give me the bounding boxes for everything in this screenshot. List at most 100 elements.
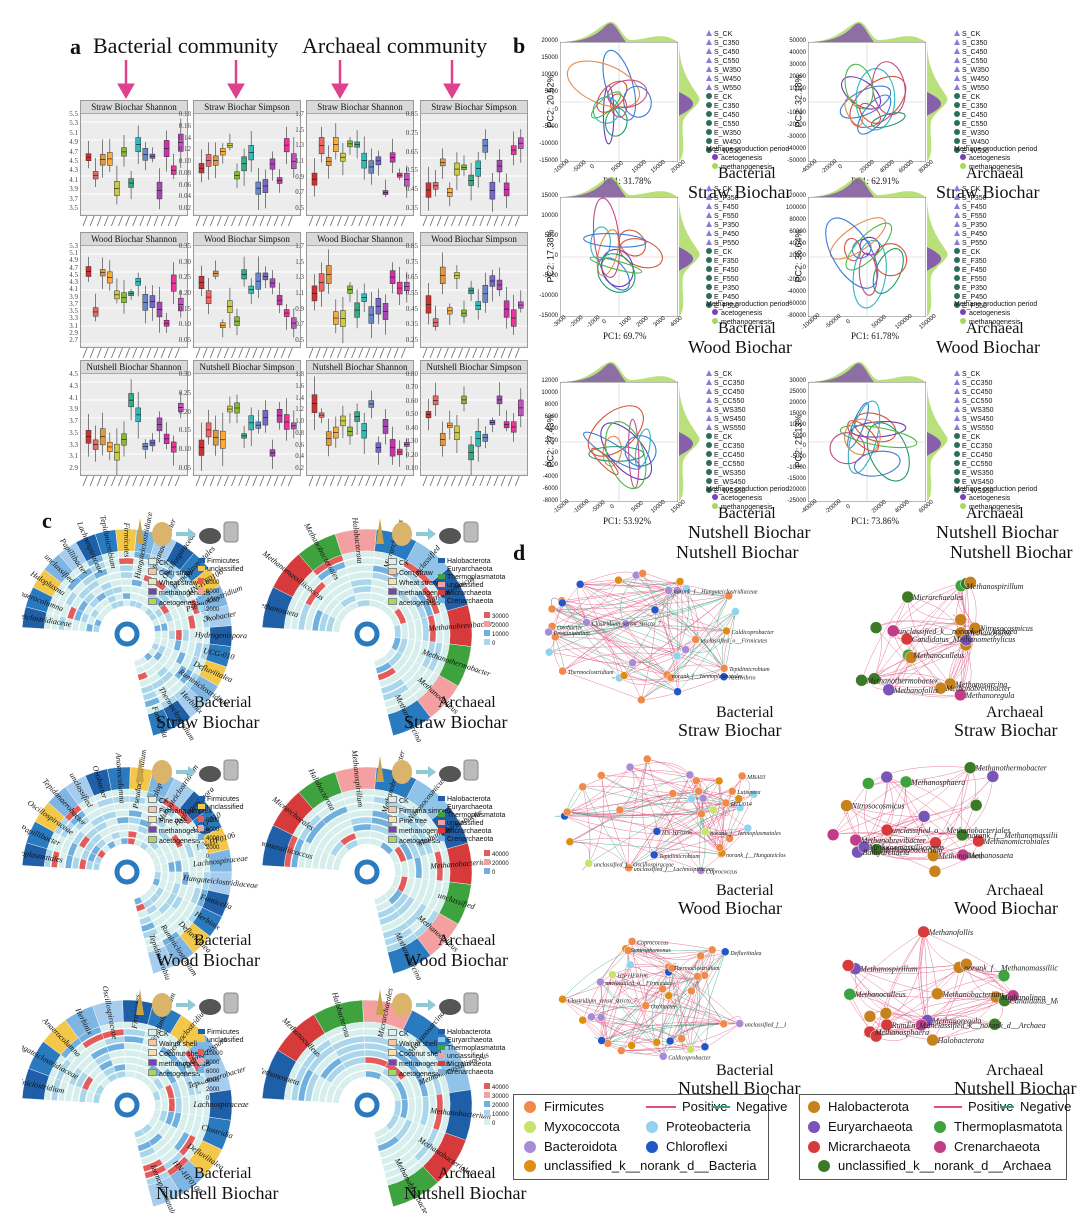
heatmap-cell	[116, 816, 129, 825]
y-axis-ticks: 0.80 0.70 0.60 0.50 0.40 0.30 0.20 0.10	[396, 370, 418, 474]
center-ring	[114, 621, 140, 647]
node-label: Methanoculleus	[854, 990, 906, 999]
positive-edge	[628, 758, 648, 868]
positive-edge	[623, 595, 729, 676]
network-node	[719, 663, 729, 673]
confidence-ellipse	[853, 450, 901, 477]
y-tick-label: 4.7	[69, 147, 78, 156]
heatmap-cell	[137, 909, 150, 919]
network-node	[956, 828, 969, 842]
positive-edge	[631, 941, 647, 1006]
legend-crenarchaeota: Crenarchaeota	[934, 1139, 1040, 1154]
y-tick-label: 5000	[792, 432, 806, 439]
heatmap-cell	[117, 823, 129, 831]
heatmap-cell	[180, 616, 190, 630]
x-axis-ticks	[308, 475, 406, 487]
node-label: Methanospirillum	[965, 582, 1024, 591]
y-tick-label: 0.4	[295, 452, 304, 461]
heatmap-cell	[125, 1063, 138, 1072]
legend-entry: S_CK	[954, 185, 987, 194]
positive-edge	[906, 776, 993, 783]
negative-edge	[676, 611, 736, 657]
network-node	[863, 1010, 877, 1023]
y-axis-ticks: 1.7 1.5 1.3 1.1 0.9 0.7 0.5	[282, 242, 304, 346]
positive-edge	[564, 815, 701, 871]
y-tick-label: 3.9	[69, 405, 78, 414]
confidence-ellipse	[590, 226, 611, 261]
confidence-ellipse	[844, 63, 874, 110]
positive-edge	[619, 809, 723, 854]
y-tick-label: 40000	[789, 50, 806, 56]
y-tick-label: 10000	[789, 86, 806, 92]
node-label: DTU014	[730, 801, 752, 808]
node-label: Tepidimicrobium	[659, 854, 700, 860]
positive-edge	[720, 794, 755, 855]
positive-edge	[586, 622, 671, 678]
network-caption-above: Nutshell Biochar	[950, 542, 1073, 562]
positive-edge	[647, 758, 691, 776]
y-tick-label: 10000	[541, 390, 558, 396]
phylum-legend: Halobacterota Euryarchaeota Thermoplasmato…	[438, 796, 505, 844]
boxplot-canvas	[307, 376, 413, 473]
confidence-ellipse	[840, 76, 882, 110]
network-node	[749, 789, 759, 799]
y-tick-label: 2.9	[69, 464, 78, 472]
y-tick-label: -10000	[787, 110, 806, 116]
y-tick-label: 0.2	[295, 464, 304, 472]
node-label: norank_f__Methanomassiliicoccaceae	[964, 963, 1058, 972]
node-label: Methanofollis	[893, 686, 938, 695]
heatmap-cell	[110, 579, 122, 588]
positive-edge	[548, 580, 619, 633]
y-tick-label: 3.1	[69, 452, 78, 461]
legend-entry: S_P550	[954, 239, 987, 248]
node-label: norank_f__Izemoplasmatales	[710, 830, 781, 837]
y-tick-label: -6000	[542, 486, 558, 492]
y-tick-label: 1.8	[295, 370, 304, 378]
heatmap-cell	[115, 1070, 127, 1079]
archaeal-network-legend: Halobacterota Positive Negative Euryarch…	[799, 1094, 1071, 1180]
heatmap-cell	[71, 856, 81, 870]
node-label: unclassified_k__norank_d__Archaea	[926, 1021, 1045, 1030]
boxplot-facet-1-3: Wood Biochar Simpson	[420, 232, 528, 348]
facet-title: Wood Biochar Shannon	[81, 233, 187, 246]
positive-edge	[601, 775, 629, 868]
positive-edge	[564, 790, 699, 817]
y-tick-label: 1.2	[295, 405, 304, 414]
y-tick-label: 0.85	[405, 110, 418, 118]
y-tick-label: -20000	[787, 487, 806, 494]
legend-entry: S_C350	[954, 39, 989, 48]
negative-edge	[555, 625, 727, 638]
legend-entry: S_P350	[954, 221, 987, 230]
y-tick-label: 0.40	[405, 423, 418, 432]
heatmap-cell	[160, 871, 169, 882]
center-hole	[343, 610, 391, 658]
heatmap-cell	[393, 862, 402, 877]
node-label: Thermoclostridium	[568, 670, 615, 676]
wheel-caption-biochar: Wood Biochar	[404, 950, 509, 970]
circular-heatmap-3: Methanomassiliicoccus Micrarchaeales Halob…	[262, 750, 512, 980]
network-node	[880, 823, 894, 837]
node-label: Methanobacterium	[941, 990, 1003, 999]
y-tick-label: 0.45	[405, 185, 418, 194]
confidence-ellipse	[618, 229, 646, 257]
negative-edge	[555, 595, 729, 638]
boxplot-facet-2-3: Nutshell Biochar Simpson	[420, 360, 528, 477]
negative-edge	[641, 674, 724, 701]
y-tick-label: 4.5	[69, 157, 78, 165]
y-tick-label: 4.1	[69, 175, 78, 184]
network-caption-domain: Bacterial	[716, 1062, 774, 1079]
density-top	[808, 176, 926, 197]
positive-edge	[555, 636, 633, 664]
positive-edge	[668, 966, 740, 1024]
pca-scatter	[808, 197, 926, 317]
network-node	[862, 777, 875, 790]
positive-edge	[618, 579, 681, 588]
legend-entry: E_P550	[706, 302, 739, 311]
node-label: RumEn_M2	[891, 1021, 930, 1030]
panel-b-letter: b	[513, 33, 526, 58]
node-label: Syntrophomonas	[631, 948, 672, 954]
y-tick-label: 0.70	[405, 383, 418, 392]
negative-edge	[677, 611, 736, 692]
legend-entry: E_CK	[706, 248, 739, 257]
positive-edge	[580, 584, 696, 640]
